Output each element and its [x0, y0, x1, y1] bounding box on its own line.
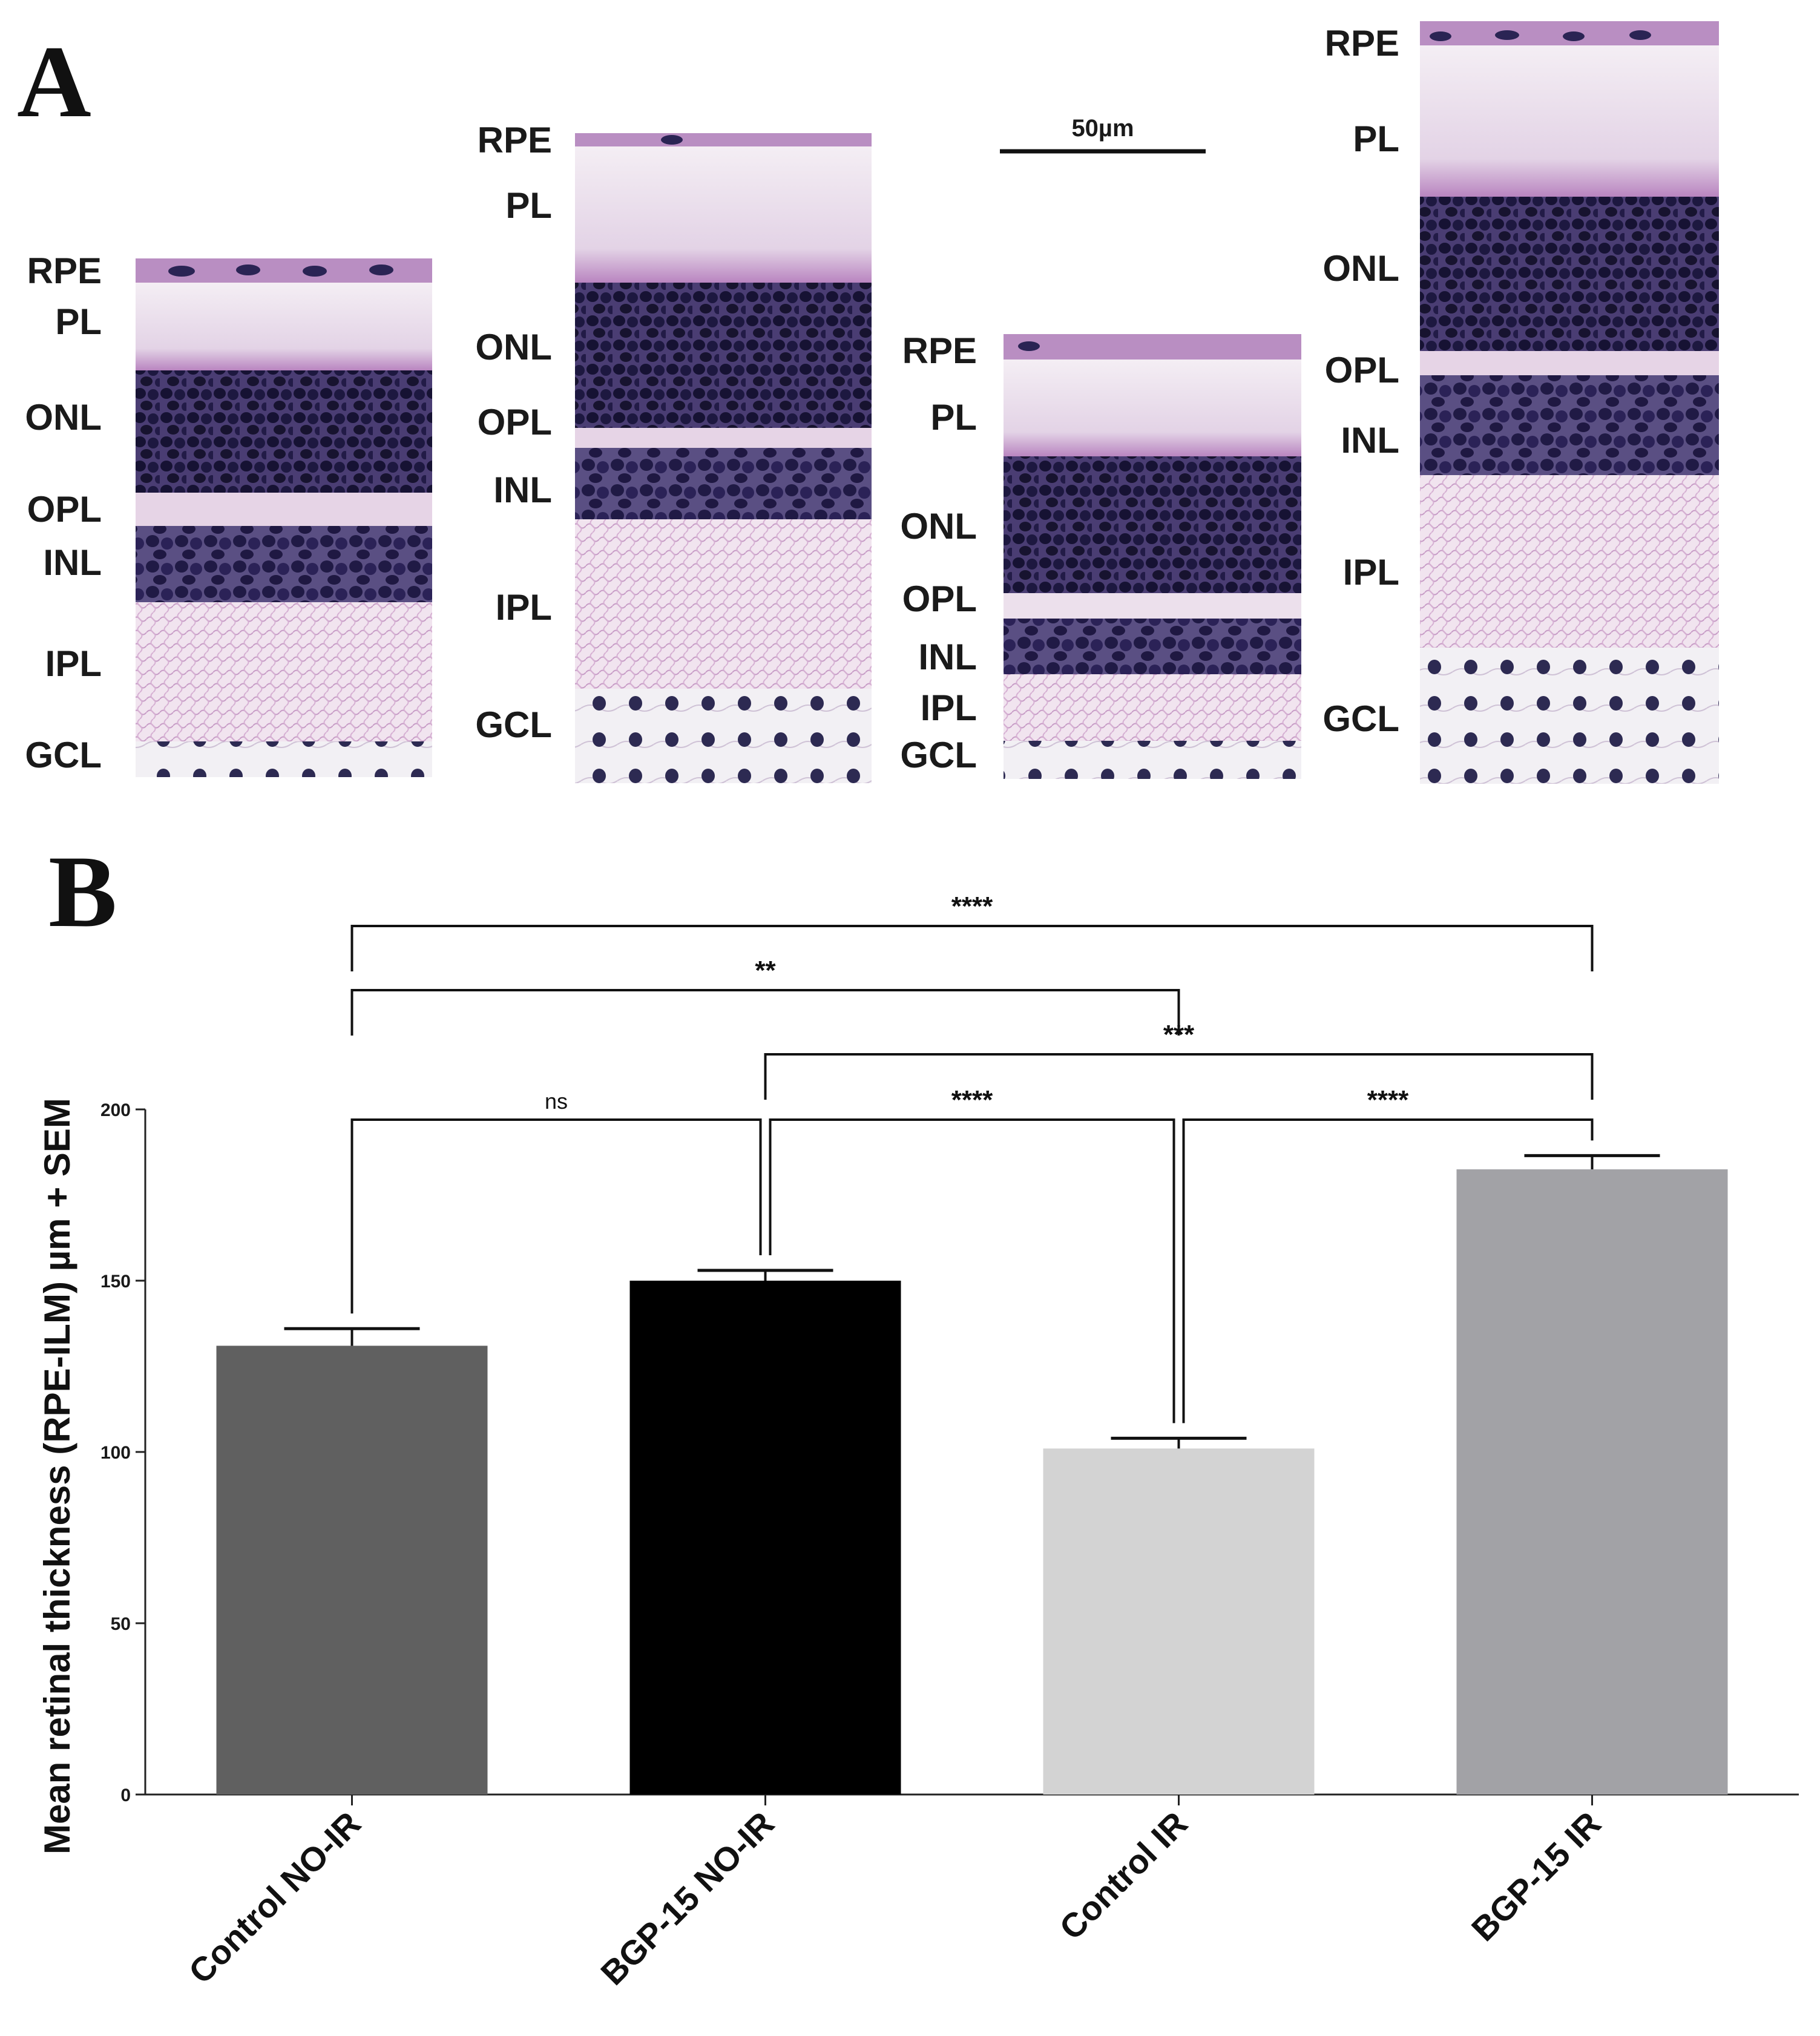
- significance-bracket: [1182, 1118, 1594, 1424]
- y-tick-label: 50: [111, 1614, 131, 1634]
- x-tick-label: Control NO-IR: [181, 1804, 367, 1991]
- layer-label-pl: PL: [930, 397, 977, 438]
- layer-label-onl: ONL: [1322, 248, 1399, 289]
- x-tick-label: Control IR: [1052, 1804, 1195, 1947]
- layer-labels-bgp15-no-ir: RPE PL ONL OPL INL IPL GCL: [475, 120, 552, 745]
- layer-label-rpe: RPE: [27, 251, 102, 291]
- layer-label-onl: ONL: [25, 397, 102, 438]
- scale-bar-label: 50µm: [1071, 115, 1134, 142]
- bar: [1456, 1169, 1728, 1795]
- significance-bracket: [764, 1053, 1594, 1100]
- histology-control-ir: [1004, 334, 1301, 779]
- layer-label-opl: OPL: [27, 489, 102, 530]
- histology-control-no-ir: [136, 258, 432, 777]
- significance-bracket: [350, 989, 1180, 1036]
- layer-label-inl: INL: [1341, 420, 1399, 461]
- histology-bgp15-no-ir: [575, 133, 872, 783]
- x-tick-label: BGP-15 NO-IR: [593, 1804, 781, 1992]
- layer-label-gcl: GCL: [1322, 698, 1399, 739]
- layer-label-rpe: RPE: [478, 120, 552, 160]
- layer-label-pl: PL: [505, 185, 552, 226]
- layer-label-opl: OPL: [1325, 350, 1399, 390]
- layer-label-rpe: RPE: [902, 330, 977, 371]
- significance-bracket: [350, 925, 1594, 971]
- layer-label-opl: OPL: [478, 402, 552, 442]
- significance-bracket: [350, 1118, 762, 1314]
- layer-label-ipl: IPL: [921, 688, 977, 728]
- layer-label-rpe: RPE: [1325, 23, 1399, 64]
- histology-bgp15-ir: [1420, 21, 1719, 784]
- significance-label: ****: [1367, 1085, 1409, 1115]
- significance-bracket: [769, 1118, 1175, 1424]
- layer-label-ipl: IPL: [1343, 552, 1399, 593]
- layer-label-onl: ONL: [900, 506, 977, 547]
- panel-b-letter: B: [48, 835, 117, 948]
- significance-label: ****: [951, 1085, 993, 1115]
- layer-label-pl: PL: [55, 301, 102, 342]
- y-tick-label: 0: [120, 1785, 131, 1805]
- layer-label-inl: INL: [918, 637, 977, 677]
- layer-label-opl: OPL: [902, 579, 977, 619]
- significance-label: ns: [545, 1089, 568, 1114]
- bar: [629, 1281, 901, 1795]
- layer-label-pl: PL: [1353, 119, 1399, 159]
- y-tick-label: 200: [100, 1100, 131, 1120]
- x-tick-label: BGP-15 IR: [1464, 1804, 1608, 1948]
- y-axis-label: Mean retinal thickness (RPE-ILM) µm + SE…: [37, 1098, 77, 1854]
- bar: [216, 1345, 488, 1795]
- layer-label-ipl: IPL: [45, 643, 102, 684]
- scale-bar: 50µm: [1000, 115, 1206, 154]
- layer-label-inl: INL: [43, 542, 102, 583]
- layer-label-inl: INL: [493, 470, 552, 510]
- panel-a-letter: A: [17, 25, 91, 139]
- layer-label-ipl: IPL: [496, 587, 552, 628]
- significance-label: ****: [951, 892, 993, 921]
- significance-label: ***: [1163, 1020, 1195, 1049]
- layer-labels-control-ir: RPE PL ONL OPL INL IPL GCL: [900, 330, 977, 775]
- y-tick-label: 150: [100, 1272, 131, 1292]
- layer-labels-control-no-ir: RPE PL ONL OPL INL IPL GCL: [25, 251, 102, 775]
- layer-labels-bgp15-ir: RPE PL ONL OPL INL IPL GCL: [1322, 23, 1399, 739]
- layer-label-gcl: GCL: [900, 735, 977, 775]
- layer-label-gcl: GCL: [25, 735, 102, 775]
- significance-label: **: [755, 956, 776, 985]
- bar: [1043, 1448, 1315, 1795]
- bar-chart: 0 50 100 150 200 Mean retinal thickness (RPE-…: [37, 892, 1799, 1992]
- y-tick-label: 100: [100, 1443, 131, 1463]
- layer-label-gcl: GCL: [475, 704, 552, 745]
- layer-label-onl: ONL: [475, 327, 552, 367]
